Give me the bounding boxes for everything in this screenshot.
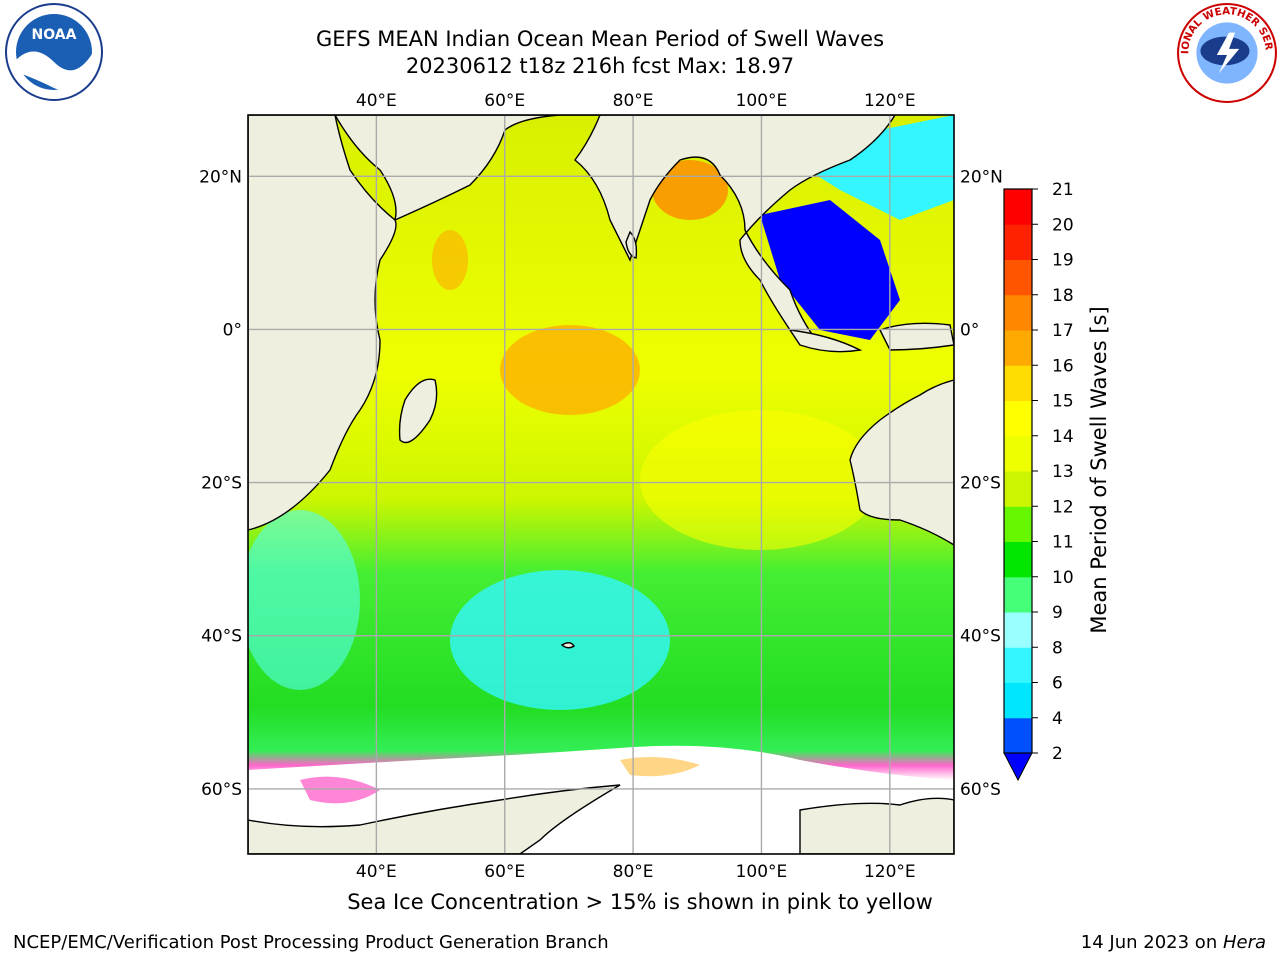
lat-ticks-left: 20°N 0° 20°S 40°S 60°S bbox=[199, 167, 242, 800]
lat-tick-label: 40°S bbox=[201, 627, 242, 647]
map-subtitle: 20230612 t18z 216h fcst Max: 18.97 bbox=[405, 54, 795, 78]
arabian-sea-high bbox=[432, 230, 468, 290]
credit-text: NCEP/EMC/Verification Post Processing Pr… bbox=[13, 932, 609, 953]
bay-of-bengal-high bbox=[652, 160, 728, 220]
lon-tick-label: 80°E bbox=[613, 862, 654, 882]
noaa-logo: NOAA bbox=[5, 3, 103, 101]
lon-tick-label: 80°E bbox=[613, 91, 654, 111]
colorbar-segment bbox=[1004, 224, 1032, 260]
lat-tick-label: 60°S bbox=[201, 780, 242, 800]
sea-ice-yellow-patch bbox=[620, 756, 700, 777]
colorbar-tick-label: 18 bbox=[1052, 286, 1074, 306]
colorbar-tick-label: 14 bbox=[1052, 427, 1074, 447]
colorbar: 2 4 6 8 9 10 11 12 13 14 15 16 17 18 19 20 21 bbox=[1003, 180, 1074, 782]
lon-tick-label: 40°E bbox=[356, 862, 397, 882]
colorbar-tick-label: 19 bbox=[1052, 251, 1074, 271]
colorbar-segment bbox=[1004, 576, 1032, 613]
colorbar-tick-label: 16 bbox=[1052, 356, 1074, 376]
date-prefix: 14 Jun 2023 on bbox=[1080, 932, 1223, 953]
indonesia-islands bbox=[879, 322, 954, 351]
lat-tick-label: 0° bbox=[960, 320, 979, 340]
colorbar-tick-label: 4 bbox=[1052, 709, 1063, 729]
swell-max-region bbox=[500, 325, 640, 415]
lon-tick-label: 60°E bbox=[484, 862, 525, 882]
colorbar-tick-label: 6 bbox=[1052, 674, 1063, 694]
map-title: GEFS MEAN Indian Ocean Mean Period of Sw… bbox=[315, 27, 885, 51]
land-masses bbox=[248, 115, 954, 854]
colorbar-tick-label: 10 bbox=[1052, 568, 1074, 588]
noaa-logo-text: NOAA bbox=[32, 27, 77, 43]
colorbar-segment bbox=[1004, 259, 1032, 296]
colorbar-tick-label: 8 bbox=[1052, 638, 1063, 658]
lon-ticks-bottom: 40°E 60°E 80°E 100°E 120°E bbox=[356, 862, 916, 882]
lat-tick-label: 20°N bbox=[960, 167, 1003, 187]
colorbar-tick-label: 2 bbox=[1052, 744, 1063, 764]
lat-tick-label: 20°S bbox=[201, 474, 242, 494]
madagascar bbox=[398, 378, 438, 444]
colorbar-segment bbox=[1004, 365, 1032, 401]
mid-period-region bbox=[640, 410, 880, 550]
date-host: Hera bbox=[1222, 932, 1266, 953]
colorbar-label: Mean Period of Swell Waves [s] bbox=[1087, 306, 1111, 633]
map-frame bbox=[247, 114, 955, 855]
colorbar-segment bbox=[1004, 330, 1032, 366]
lat-tick-label: 20°N bbox=[199, 167, 242, 187]
sumatra-java bbox=[788, 329, 863, 353]
colorbar-segment bbox=[1004, 541, 1032, 578]
sea-ice-pink-patch bbox=[300, 776, 380, 804]
colorbar-tick-label: 13 bbox=[1052, 462, 1074, 482]
colorbar-tick-label: 17 bbox=[1052, 321, 1074, 341]
lat-ticks-right: 20°N 0° 20°S 40°S 60°S bbox=[960, 167, 1003, 800]
colorbar-segment bbox=[1004, 506, 1032, 542]
antarctica-west bbox=[248, 784, 621, 854]
colorbar-segment bbox=[1004, 471, 1032, 507]
lat-tick-label: 60°S bbox=[960, 780, 1001, 800]
map-area bbox=[248, 115, 954, 854]
nws-logo: NATIONAL WEATHER SERVICE bbox=[1176, 2, 1277, 103]
low-period-region bbox=[450, 570, 670, 710]
lat-tick-label: 20°S bbox=[960, 474, 1001, 494]
lat-tick-label: 40°S bbox=[960, 627, 1001, 647]
asia-landmass bbox=[248, 115, 896, 347]
colorbar-segment bbox=[1004, 647, 1032, 683]
date-text: 14 Jun 2023 on Hera bbox=[1081, 932, 1266, 953]
colorbar-segment bbox=[1004, 717, 1032, 754]
colorbar-segment bbox=[1004, 682, 1032, 719]
maritime-low-region bbox=[760, 200, 900, 340]
lon-tick-label: 120°E bbox=[864, 862, 916, 882]
lon-tick-label: 100°E bbox=[736, 91, 788, 111]
lon-tick-label: 100°E bbox=[736, 862, 788, 882]
colorbar-tick-label: 9 bbox=[1052, 603, 1063, 623]
kerguelen-island bbox=[560, 642, 575, 649]
lon-tick-label: 120°E bbox=[864, 91, 916, 111]
colorbar-segment bbox=[1004, 294, 1032, 331]
australia-landmass bbox=[849, 379, 954, 546]
lat-tick-label: 0° bbox=[223, 320, 242, 340]
colorbar-tick-label: 11 bbox=[1052, 533, 1074, 553]
colorbar-tick-label: 12 bbox=[1052, 497, 1074, 517]
colorbar-segment bbox=[1004, 400, 1032, 437]
colorbar-tick-label: 21 bbox=[1052, 180, 1074, 200]
antarctica-east bbox=[799, 797, 954, 854]
colorbar-tick-label: 15 bbox=[1052, 392, 1074, 412]
lon-ticks-top: 40°E 60°E 80°E 100°E 120°E bbox=[356, 91, 916, 111]
colorbar-under-arrow bbox=[1003, 752, 1033, 782]
lon-tick-label: 40°E bbox=[356, 91, 397, 111]
colorbar-segment bbox=[1004, 189, 1032, 225]
graticule bbox=[248, 115, 954, 854]
colorbar-tick-label: 20 bbox=[1052, 215, 1074, 235]
sea-ice-note: Sea Ice Concentration > 15% is shown in … bbox=[347, 890, 933, 914]
south-china-sea-low bbox=[800, 115, 954, 220]
low-period-west bbox=[248, 510, 360, 690]
colorbar-segment bbox=[1004, 435, 1032, 472]
colorbar-segment bbox=[1004, 612, 1032, 648]
lon-tick-label: 60°E bbox=[484, 91, 525, 111]
